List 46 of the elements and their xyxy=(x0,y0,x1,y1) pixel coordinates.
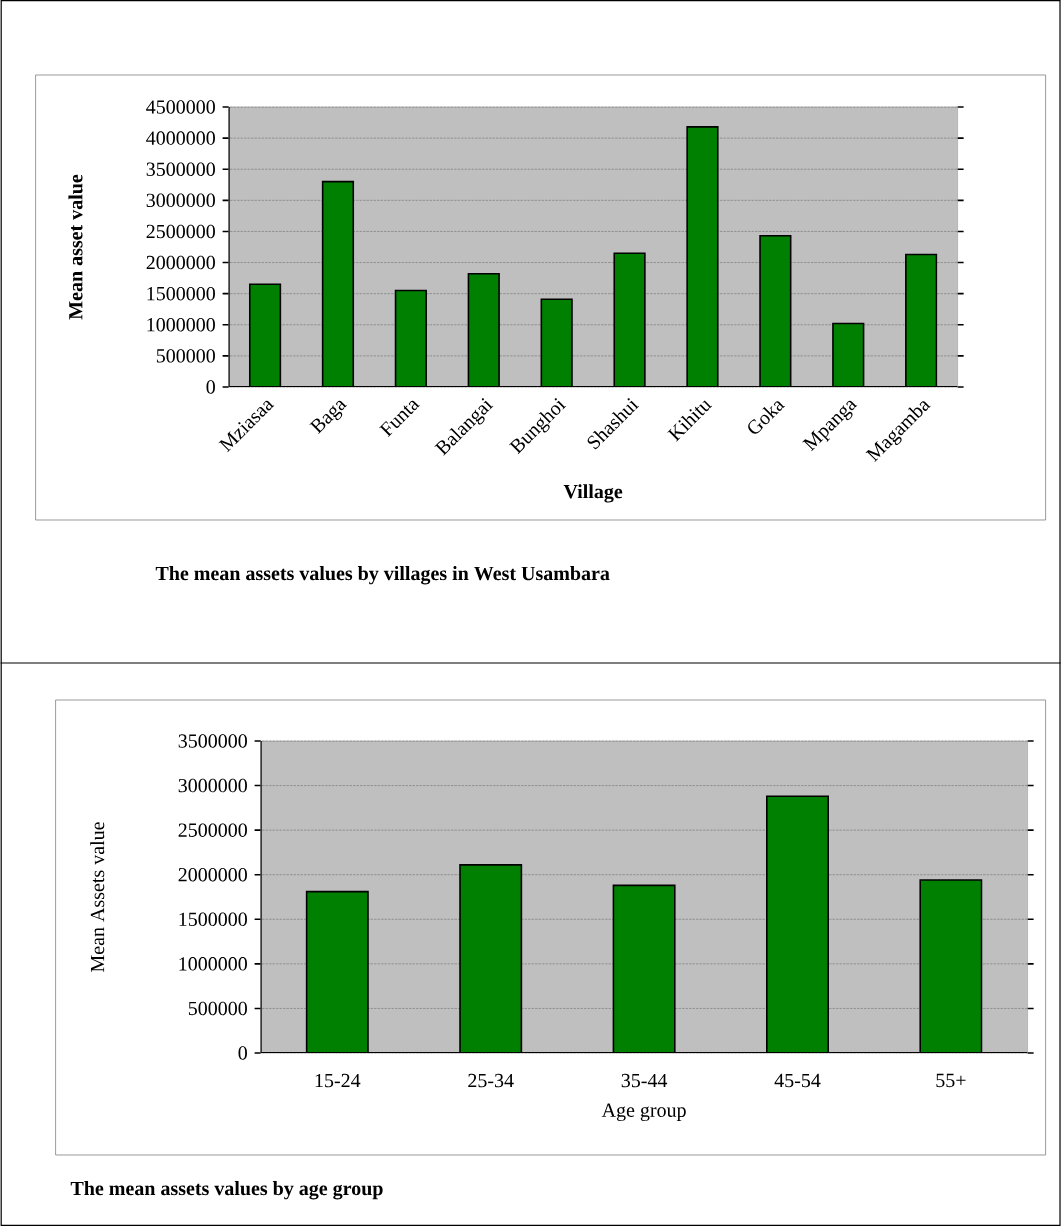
x-tick-label: 25-34 xyxy=(468,1073,514,1088)
y-tick-label: 3000000 xyxy=(146,193,215,208)
y-tick-label: 500000 xyxy=(188,1001,247,1016)
y-tick-label: 3500000 xyxy=(178,734,247,748)
bar xyxy=(394,289,427,387)
y-tick-label: 1000000 xyxy=(179,957,247,971)
y-tick-label: 2500000 xyxy=(146,224,215,239)
text: The mean assets values by villages in West Usambara xyxy=(155,566,610,585)
bar xyxy=(759,234,792,387)
bar xyxy=(904,253,938,387)
bar xyxy=(612,884,676,1053)
y-tick-label: 0 xyxy=(206,380,215,394)
y-tick-label: 2000000 xyxy=(146,255,215,270)
y-tick-label: 0 xyxy=(238,1046,247,1060)
bar xyxy=(321,180,354,387)
y-tick-label: 4000000 xyxy=(146,131,215,145)
bar xyxy=(832,322,865,387)
x-axis-title: Age group xyxy=(601,1103,686,1122)
y-tick-label: 3500000 xyxy=(146,162,215,176)
bar xyxy=(540,298,573,387)
y-tick-label: 1000000 xyxy=(147,318,215,332)
bar xyxy=(467,272,500,387)
y-tick-label: 2000000 xyxy=(178,867,247,882)
y-axis-title: Mean Assets value xyxy=(90,822,105,972)
x-tick-label: Goka xyxy=(748,401,785,434)
bar xyxy=(305,890,369,1053)
y-tick-label: 1500000 xyxy=(179,912,247,927)
x-tick-label: 55+ xyxy=(936,1073,966,1088)
y-tick-label: 1500000 xyxy=(147,286,215,301)
y-tick-label: 2500000 xyxy=(178,823,247,837)
x-tick-label: 45-54 xyxy=(774,1073,821,1088)
x-axis-title: Village xyxy=(563,484,623,503)
y-tick-label: 3000000 xyxy=(178,778,247,793)
bar xyxy=(919,879,983,1053)
bar xyxy=(248,283,282,387)
x-tick-label: 35-44 xyxy=(621,1073,668,1088)
text: The mean assets values by age group xyxy=(70,1181,383,1200)
bar xyxy=(686,126,719,387)
x-tick-label: Baga xyxy=(309,400,347,435)
y-tick-label: 500000 xyxy=(156,349,215,363)
y-tick-label: 4500000 xyxy=(146,100,215,114)
x-tick-label: 15-24 xyxy=(315,1073,361,1088)
y-axis-title: Mean asset value xyxy=(68,174,83,320)
bar xyxy=(613,252,646,387)
bar xyxy=(765,795,829,1053)
bar xyxy=(459,864,523,1053)
